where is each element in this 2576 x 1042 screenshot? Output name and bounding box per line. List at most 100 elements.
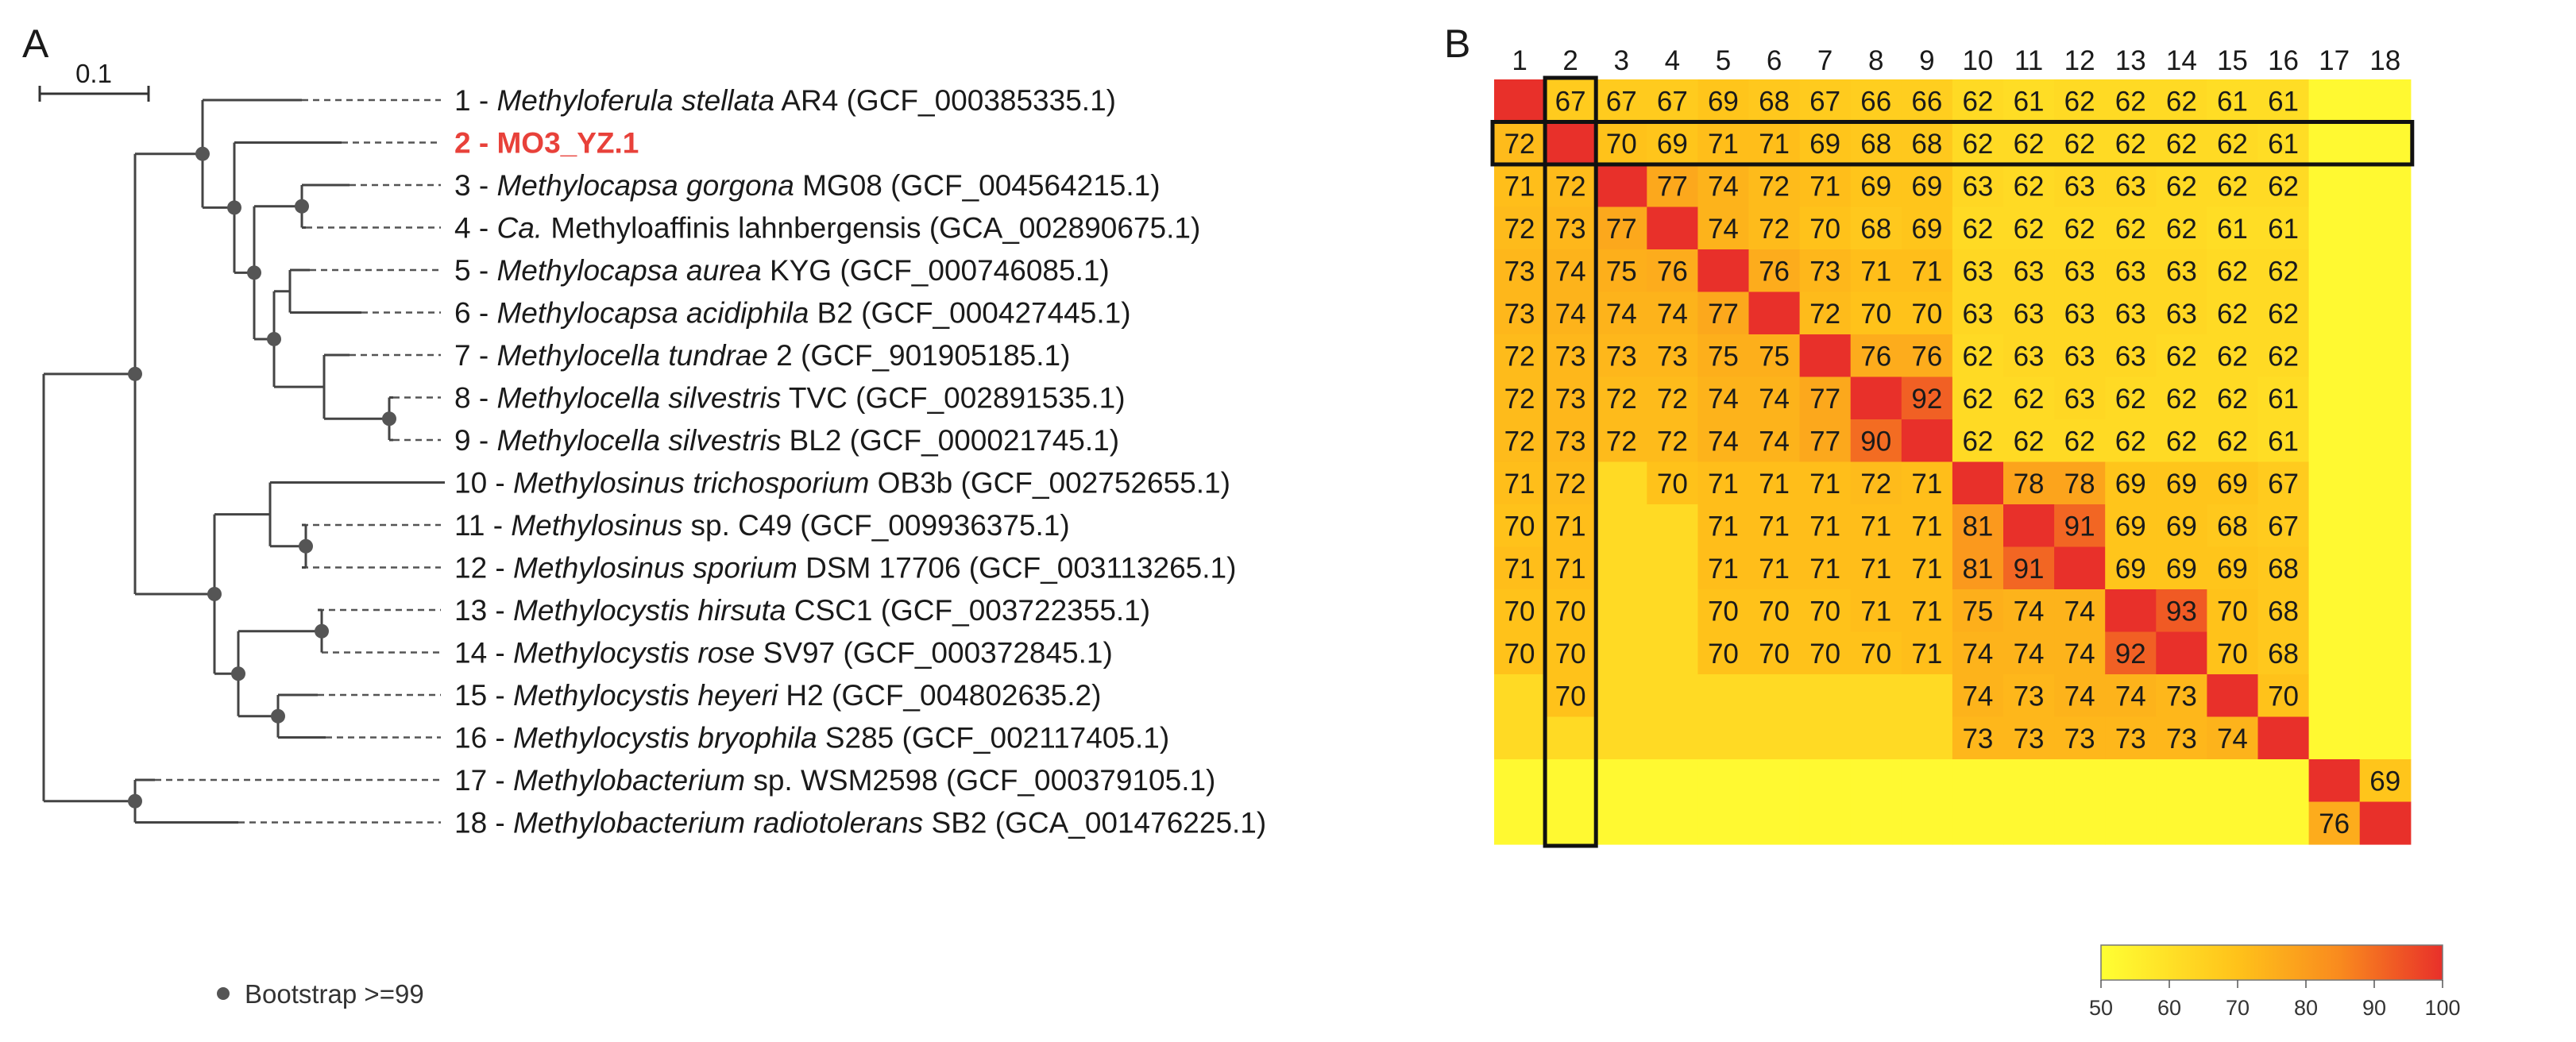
heatmap-value-label: 69 — [2166, 511, 2197, 542]
heatmap-value-label: 76 — [1759, 256, 1790, 287]
heatmap-value-label: 69 — [1708, 86, 1739, 117]
heatmap-cell — [1850, 759, 1902, 803]
heatmap-cell — [1596, 249, 1647, 293]
heatmap-cell — [1647, 291, 1698, 335]
heatmap-column-label: 2 — [1562, 45, 1578, 76]
bootstrap-legend-label: Bootstrap >=99 — [245, 979, 424, 1009]
heatmap-value-label: 78 — [2064, 469, 2095, 500]
bootstrap-dot-icon — [217, 987, 230, 1000]
heatmap-value-label: 73 — [2014, 681, 2045, 712]
heatmap-cell — [1901, 461, 1953, 505]
heatmap-cell — [2156, 801, 2207, 845]
heatmap-cell — [1850, 716, 1902, 760]
heatmap-cell — [2257, 716, 2310, 760]
heatmap-value-label: 61 — [2217, 214, 2248, 245]
heatmap-value-label: 74 — [2217, 724, 2248, 754]
heatmap-cell — [1799, 504, 1852, 548]
heatmap-cell — [1748, 419, 1801, 463]
heatmap-cell — [1901, 801, 1953, 845]
heatmap-value-label: 70 — [1860, 299, 1891, 330]
heatmap-cell — [2003, 546, 2055, 590]
heatmap-cell — [1494, 334, 1546, 378]
heatmap-value-label: 68 — [2268, 554, 2299, 585]
heatmap-cell — [1850, 164, 1902, 208]
heatmap-value-label: 70 — [1809, 639, 1840, 670]
heatmap-value-label: 63 — [2064, 299, 2095, 330]
heatmap-cell — [2257, 461, 2310, 505]
heatmap-cell — [1748, 759, 1801, 803]
heatmap-value-label: 62 — [2268, 299, 2299, 330]
heatmap-cell — [1697, 631, 1750, 675]
heatmap-value-label: 71 — [1759, 469, 1790, 500]
heatmap-cell — [1697, 249, 1750, 293]
heatmap-cell — [1494, 419, 1546, 463]
heatmap-cell — [1596, 801, 1647, 845]
heatmap-value-label: 71 — [1809, 511, 1840, 542]
heatmap-value-label: 74 — [1708, 171, 1739, 202]
heatmap-cell — [2054, 376, 2106, 420]
heatmap-value-label: 62 — [2014, 171, 2045, 202]
heatmap-cell — [2003, 716, 2055, 760]
heatmap-cell — [2003, 334, 2055, 378]
heatmap-cell — [1494, 589, 1546, 633]
heatmap-cell — [2156, 461, 2207, 505]
heatmap-cell — [2105, 801, 2157, 845]
heatmap-column-label: 1 — [1512, 45, 1527, 76]
heatmap-cell — [2359, 716, 2412, 760]
phylogenetic-tree: 1 - Methyloferula stellata AR4 (GCF_0003… — [38, 59, 1266, 1009]
heatmap-cell — [2105, 759, 2157, 803]
heatmap-cell — [1901, 504, 1953, 548]
colorbar-tick-label: 100 — [2424, 996, 2460, 1020]
heatmap-value-label: 68 — [1759, 86, 1790, 117]
taxon-label: 4 - Ca. Methyloaffinis lahnbergensis (GC… — [454, 212, 1200, 245]
heatmap-cell — [1952, 206, 2004, 250]
heatmap-cell — [2257, 674, 2310, 718]
heatmap-cell — [2359, 546, 2412, 590]
heatmap-value-label: 69 — [2217, 469, 2248, 500]
heatmap-cell — [2105, 716, 2157, 760]
heatmap-value-label: 74 — [1708, 426, 1739, 457]
heatmap-cell — [2156, 546, 2207, 590]
heatmap-cell — [2003, 419, 2055, 463]
heatmap-cell — [2054, 504, 2106, 548]
heatmap-cell — [1799, 631, 1852, 675]
heatmap-cell — [2308, 249, 2361, 293]
heatmap-value-label: 63 — [2166, 256, 2197, 287]
heatmap-cell — [1545, 376, 1597, 420]
heatmap-cell — [2308, 206, 2361, 250]
heatmap-column-label: 6 — [1767, 45, 1782, 76]
heatmap-value-label: 69 — [2166, 469, 2197, 500]
heatmap-cell — [2207, 504, 2259, 548]
heatmap-cell — [2359, 376, 2412, 420]
heatmap-value-label: 74 — [1606, 299, 1637, 330]
heatmap-cell — [2156, 716, 2207, 760]
heatmap-cell — [1901, 716, 1953, 760]
heatmap-value-label: 69 — [2166, 554, 2197, 585]
heatmap-cell — [1799, 376, 1852, 420]
heatmap-cell — [2207, 801, 2259, 845]
heatmap-cell — [2308, 589, 2361, 633]
heatmap-cell — [1647, 801, 1698, 845]
heatmap-value-label: 92 — [2115, 639, 2146, 670]
heatmap-value-label: 63 — [2115, 171, 2146, 202]
heatmap-value-label: 74 — [1962, 681, 1993, 712]
colorbar-tick-label: 70 — [2226, 996, 2250, 1020]
heatmap-cell — [1799, 419, 1852, 463]
heatmap-cell — [1952, 674, 2004, 718]
taxon-label: 9 - Methylocella silvestris BL2 (GCF_000… — [454, 424, 1119, 457]
heatmap-cell — [2257, 759, 2310, 803]
heatmap-value-label: 73 — [1809, 256, 1840, 287]
heatmap-cell — [2054, 589, 2106, 633]
heatmap-cell — [2054, 122, 2106, 165]
heatmap-value-label: 63 — [2064, 171, 2095, 202]
heatmap-value-label: 70 — [1860, 639, 1891, 670]
heatmap-column-label: 12 — [2064, 45, 2095, 76]
heatmap-value-label: 70 — [2217, 639, 2248, 670]
heatmap-value-label: 72 — [1860, 469, 1891, 500]
heatmap-value-label: 71 — [1759, 129, 1790, 160]
heatmap-cell — [2257, 419, 2310, 463]
heatmap-cell — [1748, 589, 1801, 633]
heatmap-cell — [1494, 674, 1546, 718]
heatmap-cell — [1647, 589, 1698, 633]
heatmap-cell — [1697, 122, 1750, 165]
